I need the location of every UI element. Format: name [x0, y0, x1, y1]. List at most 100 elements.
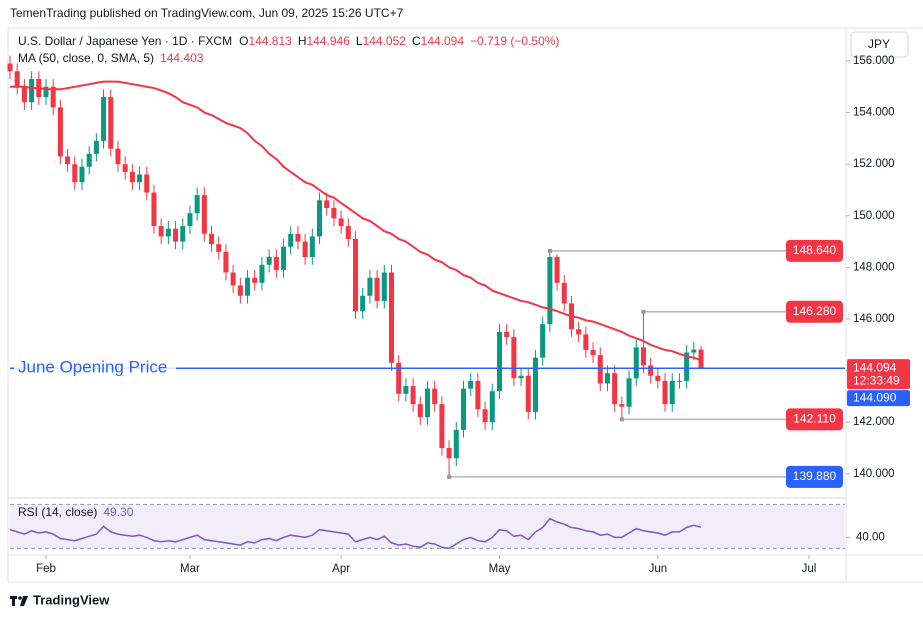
candle-body [259, 264, 265, 283]
candle-body [65, 156, 71, 165]
y-tick-label: 152.000 [853, 158, 895, 170]
candle-body [439, 404, 445, 448]
candle-body [367, 277, 373, 296]
level-box [786, 408, 843, 431]
candle-body [460, 388, 467, 430]
level-box [786, 239, 843, 262]
candle-body [626, 378, 632, 407]
candle-body [158, 226, 164, 237]
candle-body [698, 349, 704, 369]
x-tick-label: Mar [180, 563, 200, 575]
candle-body [129, 171, 135, 183]
level-label: 146.280 [793, 304, 837, 318]
candle-body [475, 380, 481, 410]
rsi-line [9, 517, 702, 550]
symbol-legend: U.S. Dollar / Japanese Yen · 1D · FXCM O1… [18, 34, 559, 48]
x-tick-label: Jul [802, 563, 817, 575]
candle-body [21, 86, 27, 103]
ohlc-value: 144.052 [363, 34, 407, 48]
y-tick-label: 156.000 [853, 55, 895, 67]
candle-body [43, 86, 49, 98]
candle-body [180, 226, 186, 242]
candle-body [57, 107, 63, 157]
candle-body [144, 174, 150, 193]
ohlc-key: C [412, 34, 421, 48]
candle-body [417, 404, 423, 418]
candle-body [547, 257, 553, 325]
candle-body [151, 192, 157, 227]
candle-body [676, 380, 682, 382]
level-label: 142.110 [793, 412, 836, 426]
candle-body [115, 148, 121, 165]
candle-body [216, 244, 222, 252]
current-price-box [847, 359, 910, 390]
candle-body [86, 153, 92, 167]
candle-body [612, 373, 618, 405]
logo [10, 596, 28, 606]
x-tick-label: Feb [36, 563, 56, 575]
candle-body [396, 362, 402, 394]
currency-label[interactable]: JPY [868, 37, 890, 51]
y-tick-label: 142.000 [853, 416, 895, 428]
opening-price-box [847, 390, 910, 407]
candle-body [381, 272, 387, 301]
logo-part [12, 596, 15, 606]
candle-body [50, 86, 56, 108]
x-tick-label: Jun [649, 563, 668, 575]
candle-body [669, 380, 675, 405]
candle-body [583, 334, 589, 350]
candle-body [194, 195, 200, 214]
candle-body [295, 233, 301, 242]
ohlc-value: 144.094 [421, 34, 465, 48]
candle-body [317, 200, 323, 237]
candle-body [482, 409, 488, 423]
candle-body [633, 347, 639, 379]
y-tick-label: 148.000 [853, 261, 895, 273]
ohlc-key: L [356, 34, 363, 48]
candle-body [7, 63, 13, 72]
level-box [786, 300, 843, 323]
candle-body [345, 226, 351, 239]
candle-body [532, 357, 538, 412]
candle-body [245, 277, 251, 296]
candle-body [165, 228, 171, 237]
candle-body [137, 174, 143, 183]
rsi-band-fill [10, 504, 845, 549]
candle-body [691, 349, 697, 353]
ohlc-value: 144.813 [248, 34, 292, 48]
candle-body [237, 285, 243, 296]
candle-body [504, 331, 510, 338]
candles [7, 55, 704, 477]
logo-part [18, 596, 22, 600]
candle-body [403, 386, 409, 394]
opening-price-text-bg [14, 358, 176, 379]
rsi-tick-label: 40.00 [856, 531, 885, 543]
candle-body [338, 218, 344, 227]
candle-body [388, 272, 395, 363]
candle-body [223, 251, 229, 273]
y-tick-label: 146.000 [853, 313, 895, 325]
candle-body [590, 349, 596, 356]
candle-body [374, 277, 380, 301]
candle-body [410, 386, 416, 405]
x-tick-label: Apr [332, 563, 350, 575]
candle-body [619, 404, 625, 407]
level-box [786, 465, 843, 488]
current-price-label: 144.094 [853, 360, 897, 374]
candle-body [266, 257, 272, 265]
level-anchor [619, 417, 624, 422]
candle-body [511, 337, 517, 379]
y-tick-label: 150.000 [853, 210, 895, 222]
logo-part [20, 596, 28, 606]
candle-body [648, 365, 654, 376]
candle-body [360, 295, 366, 312]
candle-body [331, 208, 337, 219]
candle-body [540, 324, 546, 358]
level-label: 148.640 [793, 243, 837, 257]
opening-price-label: 144.090 [853, 390, 897, 404]
candle-body [352, 238, 359, 312]
ohlc-value: 144.946 [307, 34, 351, 48]
candle-body [446, 447, 452, 459]
currency-button[interactable] [850, 31, 909, 58]
